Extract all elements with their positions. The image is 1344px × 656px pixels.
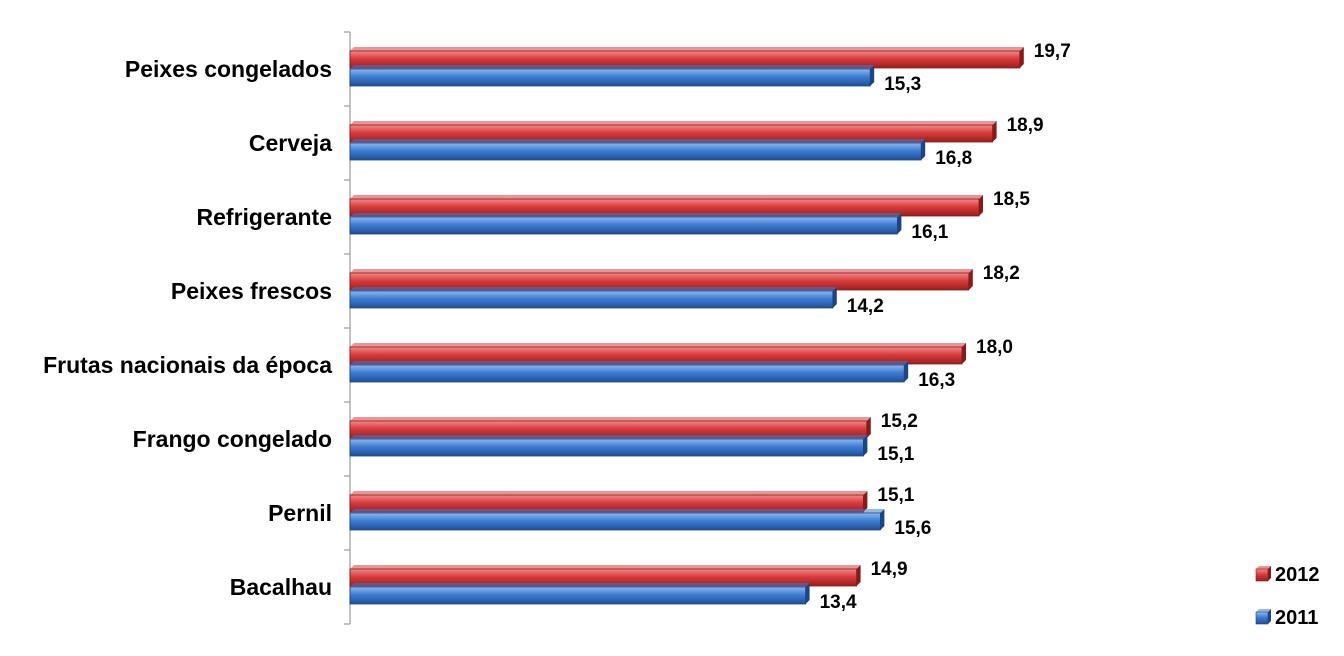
category-label: Peixes congelados xyxy=(125,56,332,82)
bar-2011 xyxy=(349,68,871,87)
bar-top-2012 xyxy=(350,121,997,125)
bar-side-2012 xyxy=(992,121,997,142)
category-label: Frango congelado xyxy=(133,426,332,452)
category-label: Peixes frescos xyxy=(171,278,332,304)
data-label-2012: 18,5 xyxy=(993,189,1030,210)
data-label-2012: 18,2 xyxy=(983,263,1020,284)
bar-side-2011 xyxy=(805,583,810,604)
bar-2011 xyxy=(349,142,922,161)
bar-top-2012 xyxy=(350,47,1024,51)
bar-2011 xyxy=(349,438,864,457)
bar-top-2011 xyxy=(350,583,810,587)
legend: 2012 2011 xyxy=(1255,564,1320,629)
data-label-2012: 18,9 xyxy=(1007,115,1044,136)
data-label-2011: 13,4 xyxy=(820,592,857,613)
bar-side-2011 xyxy=(863,435,868,456)
legend-swatch-side xyxy=(1268,566,1271,581)
bar-side-2012 xyxy=(1019,47,1024,68)
category-label: Cerveja xyxy=(249,130,332,156)
bar-top-2012 xyxy=(350,343,966,347)
bar-side-2012 xyxy=(863,491,868,512)
data-label-2012: 18,0 xyxy=(976,337,1013,358)
bar-side-2012 xyxy=(962,343,966,364)
category-label: Pernil xyxy=(268,500,332,526)
bar-2011 xyxy=(349,586,807,605)
bar-side-2012 xyxy=(968,269,973,290)
axis xyxy=(344,31,351,625)
bar-top-2012 xyxy=(350,269,973,273)
bar-2011 xyxy=(349,216,898,235)
data-label-2011: 15,6 xyxy=(894,518,931,539)
bar-side-2011 xyxy=(880,509,885,530)
bar-top-2012 xyxy=(350,195,983,199)
category-label: Refrigerante xyxy=(197,204,332,230)
category-label: Bacalhau xyxy=(230,574,332,600)
labels: Peixes congelados 19,7 15,3 Cerveja 18,9 16,8… xyxy=(43,41,1071,613)
bar-side-2011 xyxy=(832,287,837,308)
bar-top-2011 xyxy=(350,65,875,69)
legend-swatch-top xyxy=(1256,566,1271,569)
bar-2011 xyxy=(349,512,881,531)
data-label-2012: 15,1 xyxy=(877,485,914,506)
legend-label-2011: 2011 xyxy=(1275,607,1318,629)
bar-side-2011 xyxy=(897,213,902,234)
bar-top-2012 xyxy=(350,491,868,495)
bar-side-2011 xyxy=(904,361,909,382)
legend-label-2012: 2012 xyxy=(1275,564,1320,586)
bar-side-2011 xyxy=(921,139,926,160)
bar-top-2011 xyxy=(350,213,902,217)
data-label-2011: 14,2 xyxy=(847,296,884,317)
data-label-2011: 15,1 xyxy=(877,444,914,465)
bar-side-2011 xyxy=(870,65,875,86)
legend-swatch-2012 xyxy=(1255,568,1269,582)
bar-side-2012 xyxy=(856,565,861,586)
data-label-2012: 15,2 xyxy=(881,411,918,432)
bar-2011 xyxy=(349,290,834,309)
data-label-2011: 16,8 xyxy=(935,148,972,169)
data-label-2012: 14,9 xyxy=(871,559,908,580)
legend-swatch-top xyxy=(1256,609,1271,612)
bar-top-2011 xyxy=(350,435,868,439)
bars xyxy=(349,47,1024,605)
legend-swatch-2011 xyxy=(1255,611,1269,625)
legend-swatch-side xyxy=(1268,609,1271,624)
data-label-2012: 19,7 xyxy=(1034,41,1071,62)
bar-side-2012 xyxy=(866,417,871,438)
bar-top-2012 xyxy=(350,565,861,569)
bar-top-2011 xyxy=(350,287,837,291)
data-label-2011: 15,3 xyxy=(884,74,921,95)
bar-side-2012 xyxy=(979,195,983,216)
bar-top-2011 xyxy=(350,509,885,513)
bar-top-2011 xyxy=(350,361,909,365)
data-label-2011: 16,3 xyxy=(918,370,955,391)
bar-2011 xyxy=(349,364,905,383)
bar-top-2011 xyxy=(350,139,926,143)
data-label-2011: 16,1 xyxy=(911,222,948,243)
bar-top-2012 xyxy=(350,417,871,421)
category-label: Frutas nacionais da época xyxy=(43,352,332,378)
